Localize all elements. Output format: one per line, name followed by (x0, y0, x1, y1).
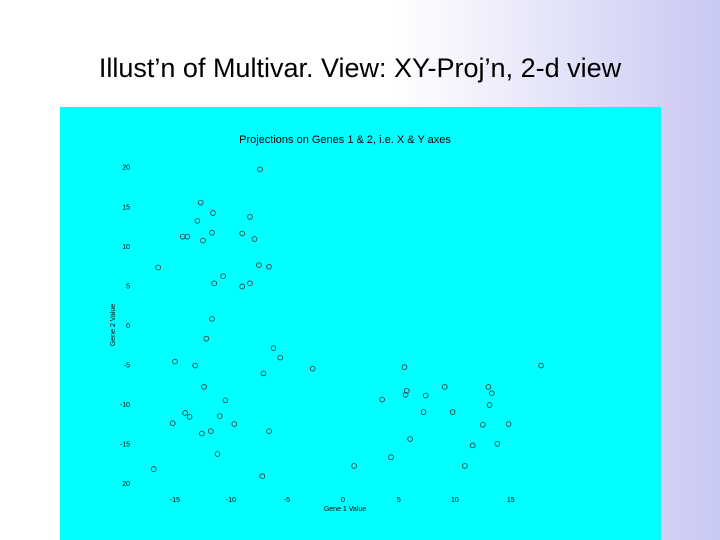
point (192, 362, 198, 369)
point (197, 199, 204, 206)
point (172, 358, 178, 365)
point (150, 466, 157, 472)
point (277, 354, 284, 361)
point (184, 233, 191, 240)
point (402, 391, 409, 398)
point (247, 280, 253, 287)
point (388, 454, 394, 461)
point (266, 263, 272, 270)
point (239, 283, 245, 290)
point (505, 421, 512, 427)
point (203, 335, 210, 342)
x-tick-label: -10 (226, 497, 236, 504)
point (209, 229, 215, 236)
y-tick-label: -5 (124, 362, 130, 369)
y-tick-label: 10 (122, 244, 130, 251)
point (247, 214, 253, 220)
point (401, 364, 408, 370)
point (194, 218, 201, 224)
point (220, 273, 226, 280)
point (462, 463, 468, 469)
point (208, 428, 214, 434)
point (441, 384, 448, 390)
y-tick-label: -15 (120, 441, 130, 448)
point (239, 230, 245, 237)
point (422, 392, 429, 399)
point (222, 397, 229, 404)
point (488, 390, 495, 396)
y-tick-label: 0 (126, 323, 130, 330)
point (186, 414, 193, 420)
x-tick-label: 5 (397, 497, 401, 504)
point (494, 440, 501, 447)
point (538, 362, 544, 369)
point (199, 430, 205, 437)
point (407, 436, 413, 442)
point (231, 421, 238, 427)
x-tick-label: 10 (451, 497, 459, 504)
point (169, 420, 176, 427)
point (469, 442, 476, 449)
point (211, 280, 217, 287)
point (351, 463, 357, 469)
y-tick-label: 20 (122, 165, 130, 172)
point (403, 388, 410, 394)
y-axis-label: Gene 2 Value (110, 304, 117, 346)
point (182, 410, 188, 416)
slide-title: Illust’n of Multivar. View: XY-Proj’n, 2… (99, 53, 622, 83)
point (260, 370, 267, 377)
y-tick-label: 5 (126, 283, 130, 290)
x-tick-label: 15 (507, 497, 515, 504)
point (201, 384, 207, 390)
y-tick-label: 15 (122, 204, 130, 211)
point (259, 473, 266, 479)
point (210, 210, 216, 216)
plot-background (60, 107, 661, 540)
x-tick-label: -15 (170, 497, 180, 504)
point (449, 409, 456, 415)
x-tick-label: 0 (341, 497, 345, 504)
y-tick-label: 20 (122, 481, 130, 488)
point (251, 236, 258, 242)
x-tick-label: -5 (284, 497, 290, 504)
point (486, 402, 493, 408)
point (485, 384, 492, 390)
point (309, 365, 316, 372)
point (420, 409, 427, 415)
x-axis-label: Gene 1 Value (324, 506, 366, 513)
point (480, 422, 486, 428)
point (270, 345, 277, 351)
y-tick-label: -10 (120, 402, 130, 409)
point (216, 413, 223, 419)
point (209, 316, 215, 322)
point (200, 237, 206, 244)
point (155, 264, 161, 271)
point (257, 166, 263, 173)
point (379, 396, 385, 403)
chart-title: Projections on Genes 1 & 2, i.e. X & Y a… (239, 134, 451, 146)
point (214, 451, 221, 457)
point (266, 428, 272, 434)
point (256, 262, 262, 268)
